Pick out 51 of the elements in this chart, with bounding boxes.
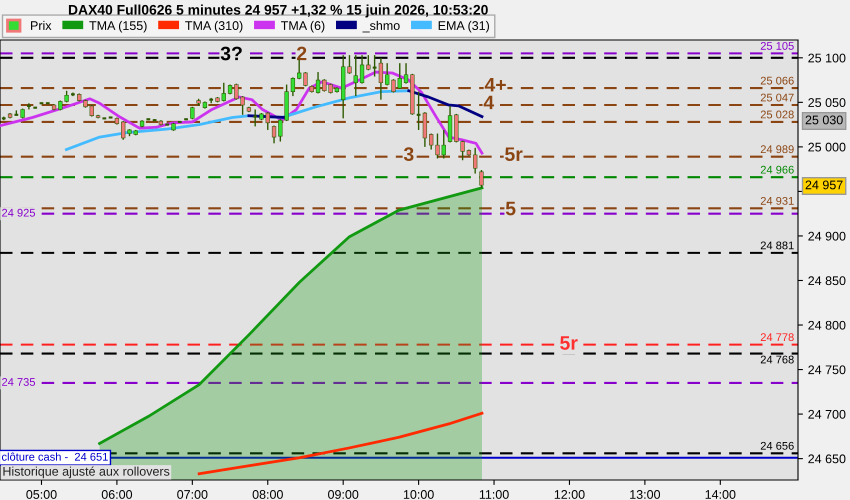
x-tick-label: 09:00: [328, 490, 358, 499]
y-tick-label: 25 100: [808, 54, 846, 62]
y-tick-label: 24 650: [808, 454, 846, 464]
text: 25 030: [806, 116, 843, 124]
ref-line-label: 24 931: [760, 196, 794, 205]
legend-label: TMA (6): [281, 20, 324, 32]
y-tick-label: 25 000: [808, 142, 846, 152]
legend-label: TMA (155): [89, 20, 147, 32]
annotation: clôture cash - 24 651: [2, 452, 108, 461]
ref-line-label: 25 105: [760, 42, 794, 50]
legend-label: _shmo: [362, 20, 400, 32]
y-tick-label: 24 700: [808, 410, 846, 419]
annotation: 24 735: [2, 378, 36, 386]
ref-line-label: 24 656: [760, 442, 794, 450]
y-tick-label: 24 750: [808, 365, 846, 374]
x-tick-label: 11:00: [480, 490, 509, 499]
y-tick-label: 25 050: [808, 98, 846, 107]
x-tick-label: 06:00: [102, 490, 132, 499]
text: 24 957: [806, 180, 843, 190]
y-tick-label: 24 800: [808, 320, 846, 330]
y-tick-label: 24 850: [808, 276, 846, 286]
x-tick-label: 13:00: [630, 490, 660, 499]
annotation: 3: [404, 147, 414, 162]
annotation: 5r: [505, 147, 523, 162]
y-tick-label: 24 900: [808, 232, 846, 241]
chart-title: DAX40 Full0626 5 minutes 24 957 +1,32 % 15 juin 2026, 10:53:20: [68, 4, 488, 18]
x-tick-label: 12:00: [554, 490, 585, 499]
legend-label: EMA (31): [438, 20, 490, 32]
x-tick-label: 14:00: [706, 490, 736, 499]
annotation: 5: [506, 202, 516, 216]
annotation: 4: [484, 96, 494, 110]
legend-label: TMA (310): [185, 20, 242, 32]
ref-line-label: 24 768: [760, 356, 794, 364]
ref-line-label: 25 047: [760, 94, 794, 102]
legend-label: Prix: [31, 20, 52, 30]
ref-line-label: 24 778: [760, 333, 794, 342]
x-tick-label: 08:00: [252, 490, 283, 499]
x-tick-label: 05:00: [26, 490, 57, 499]
annotation: 24 925: [2, 208, 36, 217]
ref-line-label: 24 966: [760, 166, 794, 174]
x-tick-label: 07:00: [177, 490, 208, 499]
ref-line-label: 25 066: [760, 76, 794, 85]
annotation: 5r: [560, 336, 578, 350]
annotation: 4+: [484, 78, 506, 92]
annotation: Historique ajusté aux rollovers: [3, 466, 170, 478]
ref-line-label: 25 028: [760, 110, 794, 118]
ref-line-label: 24 881: [760, 241, 794, 250]
x-tick-label: 10:00: [404, 490, 434, 499]
ref-line-label: 24 989: [760, 145, 794, 154]
annotation: 2: [296, 46, 306, 60]
annotation: 3?: [220, 46, 242, 60]
